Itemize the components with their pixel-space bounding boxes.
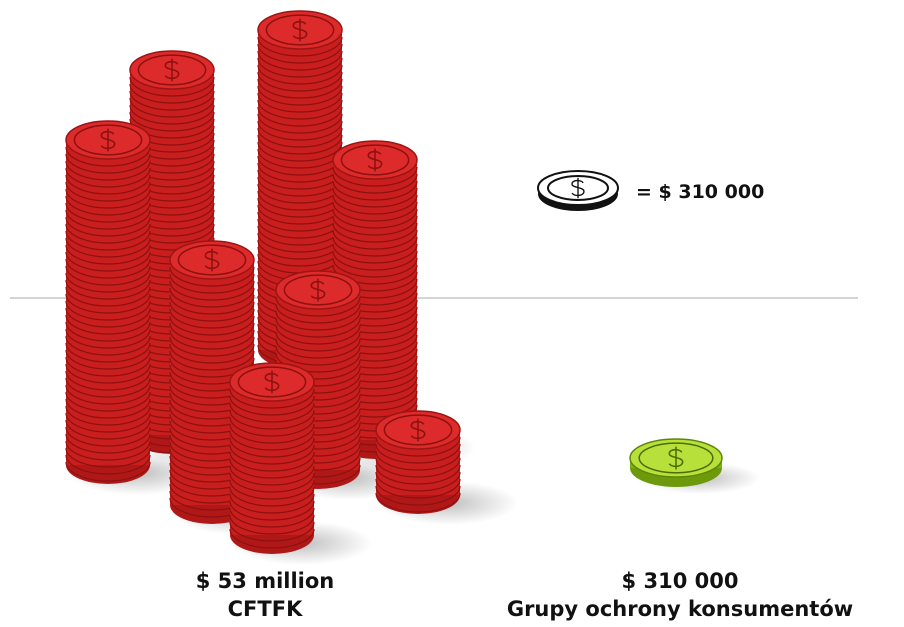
green-coin [630,439,760,494]
amount-label: $ 53 million [196,569,335,593]
legend-coin [538,171,618,211]
name-label: Grupy ochrony konsumentów [507,597,853,621]
amount-label: $ 310 000 [622,569,739,593]
name-label: CFTFK [228,597,303,621]
legend-label: = $ 310 000 [636,181,764,203]
infographic: = $ 310 000 $ 53 million CFTFK $ 310 000… [0,0,904,627]
coin-stack [376,411,518,525]
coin-stacks [66,11,518,565]
